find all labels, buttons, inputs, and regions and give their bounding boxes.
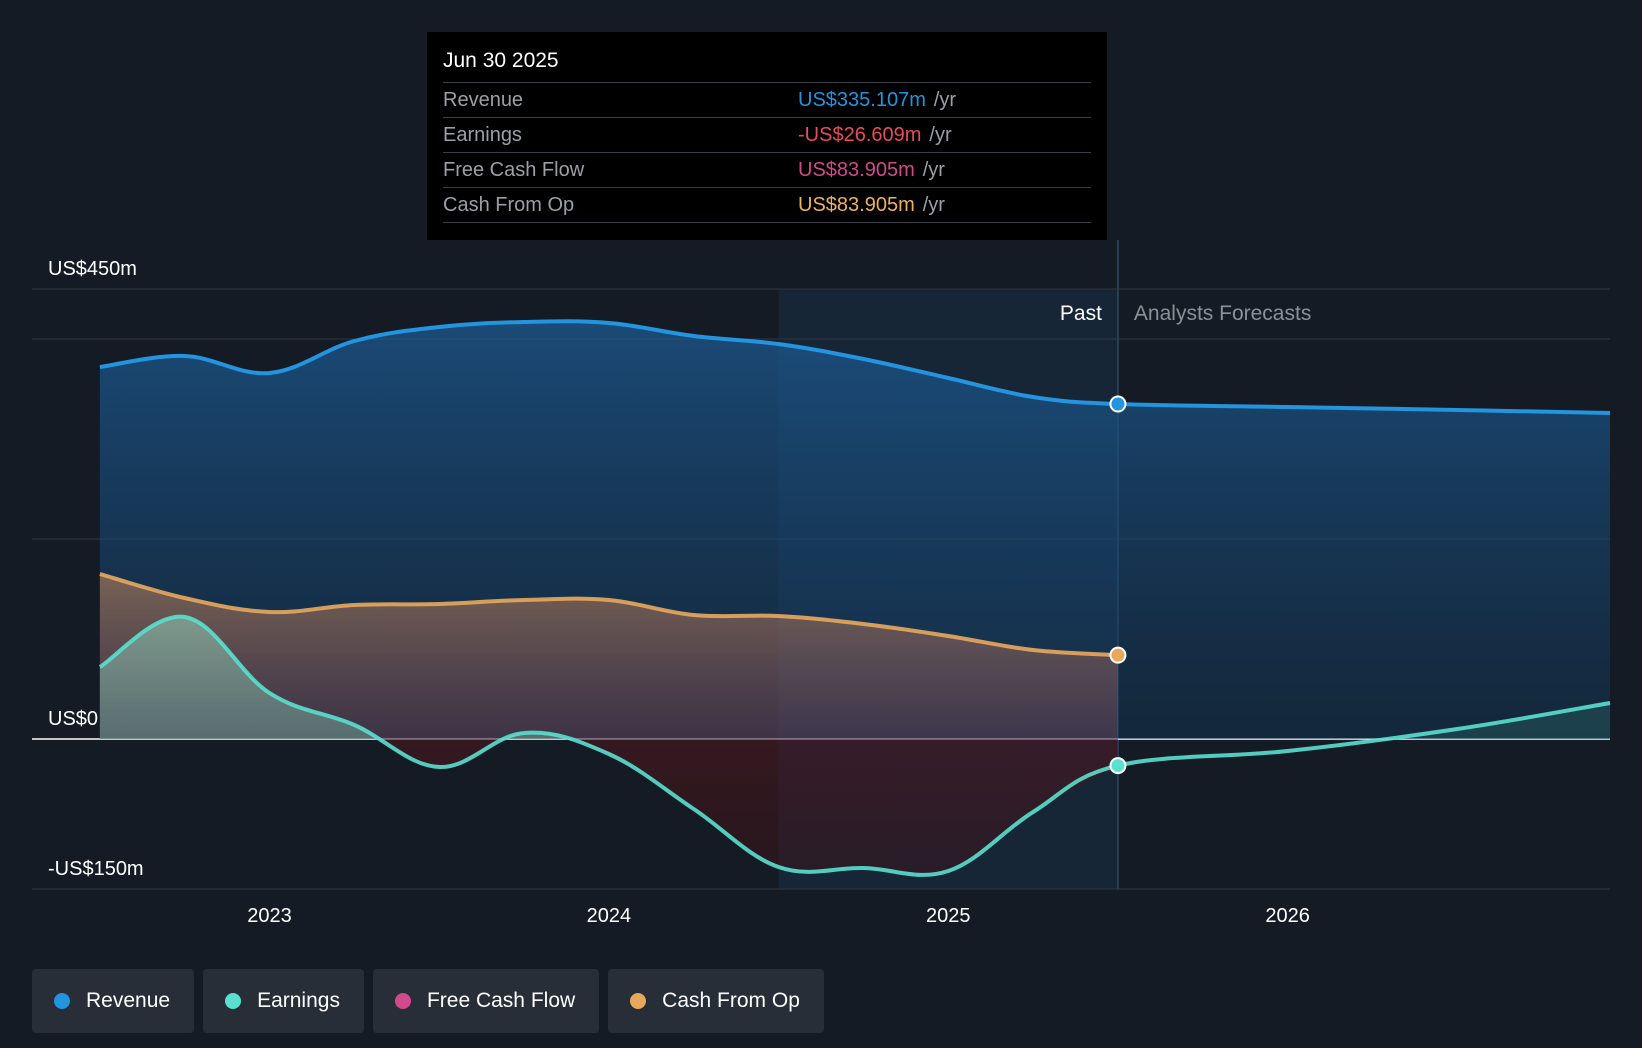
- cash-from-op-point: [1109, 646, 1127, 664]
- tooltip-date: Jun 30 2025: [443, 46, 1091, 83]
- earnings-positive-area: [99, 616, 1118, 739]
- earnings-dot-icon: [225, 993, 242, 1009]
- tooltip-label: Cash From Op: [443, 194, 575, 216]
- legend-label: Revenue: [86, 989, 171, 1012]
- legend-item-revenue[interactable]: Revenue: [32, 969, 195, 1033]
- tooltip-label: Revenue: [443, 89, 524, 111]
- tooltip-unit: /yr: [929, 124, 952, 146]
- tooltip-row-cash-from-op: Cash From Op US$83.905m /yr: [443, 188, 1091, 223]
- earnings-line: [98, 614, 1611, 877]
- x-axis-label: 2026: [1265, 905, 1310, 927]
- forecast-label: Analysts Forecasts: [1134, 302, 1311, 325]
- x-axis-label: 2023: [247, 905, 292, 927]
- tooltip-row-earnings: Earnings -US$26.609m /yr: [443, 118, 1091, 153]
- legend-label: Cash From Op: [662, 989, 800, 1012]
- tooltip-value: US$83.905m: [798, 159, 915, 181]
- legend-label: Earnings: [257, 989, 340, 1012]
- chart-legend: Revenue Earnings Free Cash Flow Cash Fro…: [32, 969, 824, 1033]
- cash-from-op-line: [99, 572, 1119, 658]
- earnings-forecast-area: [1117, 703, 1610, 739]
- tooltip-row-revenue: Revenue US$335.107m /yr: [443, 83, 1091, 118]
- tooltip-unit: /yr: [922, 159, 945, 181]
- tooltip-unit: /yr: [922, 194, 945, 216]
- chart-tooltip: Jun 30 2025 Revenue US$335.107m /yr Earn…: [427, 32, 1107, 240]
- earnings-point: [1109, 757, 1127, 775]
- tooltip-value: US$335.107m: [798, 89, 926, 111]
- legend-item-free-cash-flow[interactable]: Free Cash Flow: [372, 969, 600, 1033]
- cash-from-op-area: [99, 574, 1118, 739]
- tooltip-value: -US$26.609m: [798, 124, 922, 146]
- legend-item-cash-from-op[interactable]: Cash From Op: [608, 969, 824, 1033]
- y-axis-label: US$450m: [48, 258, 137, 280]
- x-axis-label: 2024: [587, 905, 632, 927]
- x-axis-label: 2025: [926, 905, 971, 927]
- revenue-line: [99, 319, 1611, 415]
- tooltip-value: US$83.905m: [798, 194, 915, 216]
- tooltip-row-free-cash-flow: Free Cash Flow US$83.905m /yr: [443, 153, 1091, 188]
- cash-from-op-dot-icon: [630, 993, 647, 1009]
- legend-item-earnings[interactable]: Earnings: [203, 969, 364, 1033]
- legend-label: Free Cash Flow: [426, 989, 576, 1012]
- revenue-point: [1109, 395, 1127, 413]
- past-label: Past: [1060, 302, 1102, 325]
- free-cash-flow-dot-icon: [394, 993, 411, 1009]
- y-axis-label: US$0: [48, 708, 98, 730]
- revenue-dot-icon: [54, 993, 70, 1009]
- tooltip-label: Free Cash Flow: [443, 159, 585, 181]
- earnings-negative-area: [99, 739, 1118, 875]
- tooltip-unit: /yr: [933, 89, 957, 111]
- y-axis-label: -US$150m: [48, 858, 144, 880]
- tooltip-label: Earnings: [443, 124, 522, 146]
